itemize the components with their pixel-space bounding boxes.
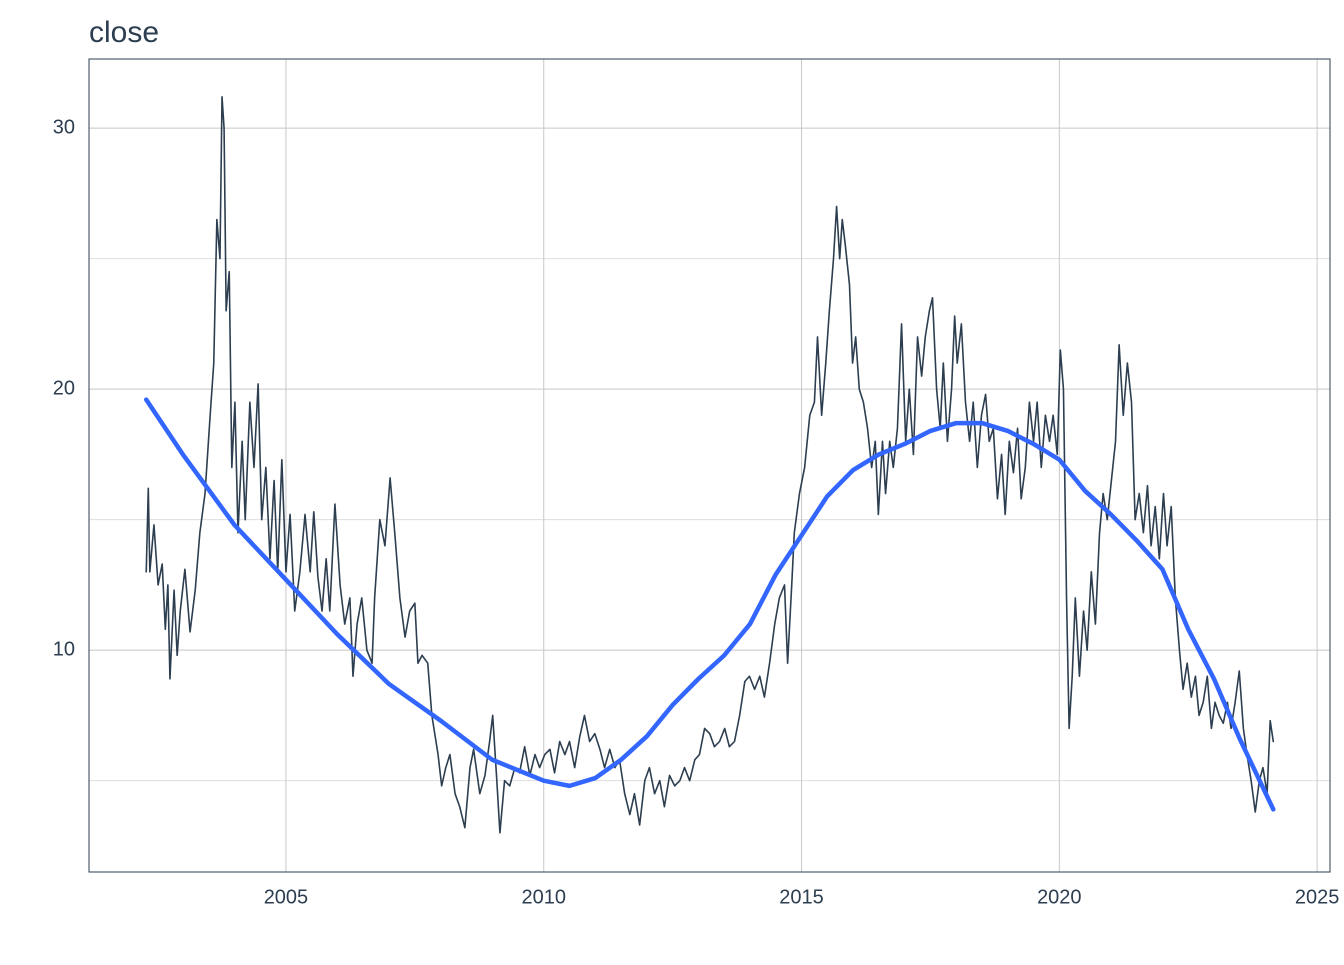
x-tick-label: 2005 [264, 886, 309, 908]
trend-line [143, 397, 1276, 812]
x-tick-label: 2015 [779, 886, 824, 908]
x-tick-label: 2025 [1295, 886, 1340, 908]
chart-title: close [89, 16, 159, 49]
x-tick-label: 2010 [521, 886, 566, 908]
y-tick-label: 10 [53, 638, 75, 660]
y-tick-label: 30 [53, 116, 75, 138]
price-line [145, 96, 1275, 834]
panel-border [88, 58, 1331, 873]
x-tick-label: 2020 [1037, 886, 1082, 908]
y-tick-label: 20 [53, 377, 75, 399]
